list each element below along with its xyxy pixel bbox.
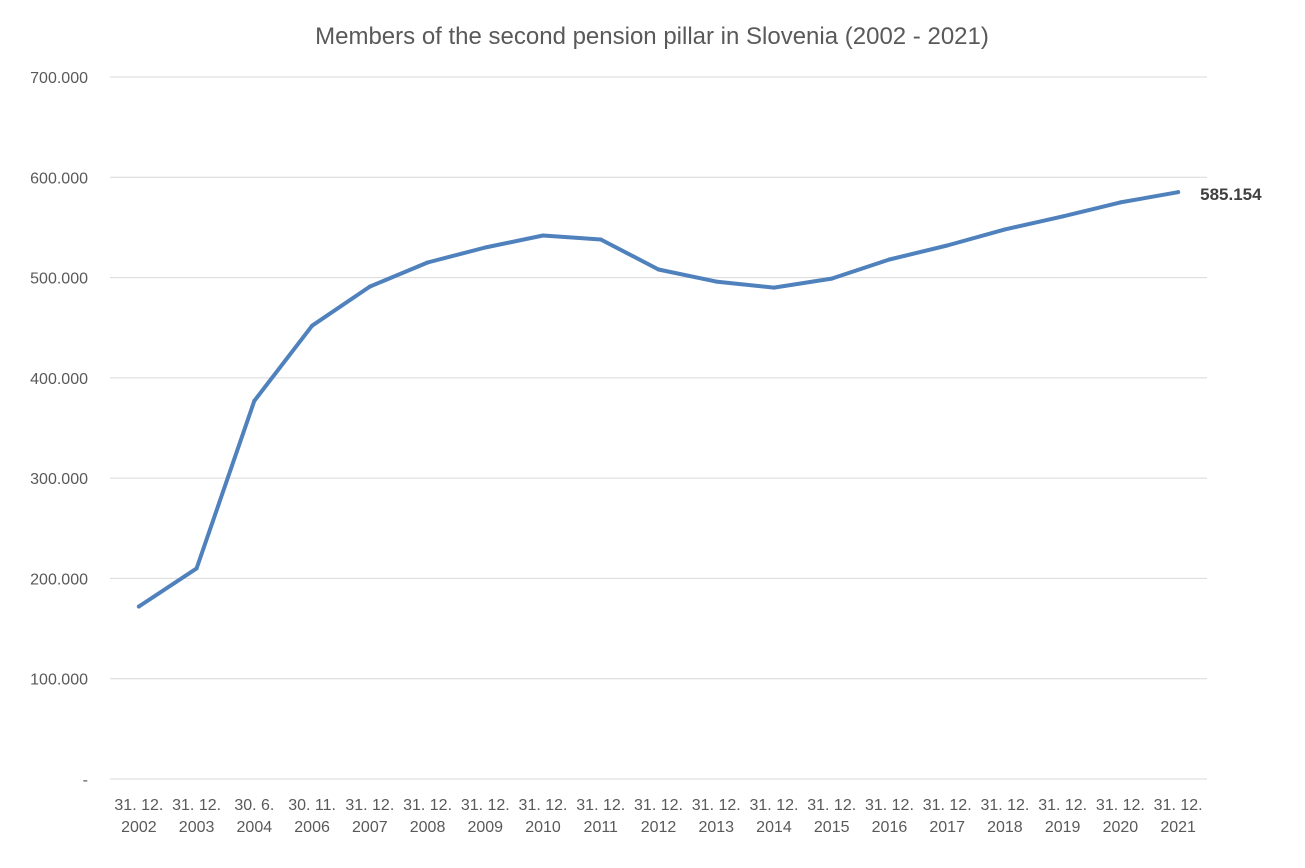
y-tick-label: 700.000 (30, 70, 88, 87)
data-point (1176, 190, 1181, 195)
x-tick-label-line: 2010 (525, 819, 561, 836)
y-tick-label: 300.000 (30, 471, 88, 488)
y-tick-label: 400.000 (30, 371, 88, 388)
data-point (771, 285, 776, 290)
x-tick-label-line: 31. 12. (807, 797, 856, 814)
x-tick-label-line: 2002 (121, 819, 157, 836)
data-point (425, 260, 430, 265)
data-point (136, 604, 141, 609)
chart-title: Members of the second pension pillar in … (315, 23, 989, 50)
x-tick-label: 31. 12. 2009 (461, 797, 510, 836)
x-tick-label: 31. 12. 2007 (345, 797, 394, 836)
x-tick-label: 31. 12. 2010 (519, 797, 568, 836)
x-tick-label: 31. 12. 2013 (692, 797, 741, 836)
x-tick-label-line: 2017 (929, 819, 965, 836)
x-tick-label-line: 2014 (756, 819, 792, 836)
data-point (483, 245, 488, 250)
data-point (1060, 214, 1065, 219)
data-labels: 585.154 (1200, 185, 1262, 204)
x-tick-label: 31. 12. 2015 (807, 797, 856, 836)
series-line (136, 190, 1181, 609)
x-tick-label-line: 31. 12. (923, 797, 972, 814)
x-tick-label: 31. 12. 2012 (634, 797, 683, 836)
y-tick-label: 600.000 (30, 170, 88, 187)
y-tick-label: 200.000 (30, 571, 88, 588)
data-point (1002, 227, 1007, 232)
x-tick-label-line: 2016 (872, 819, 908, 836)
x-tick-label: 31. 12. 2017 (923, 797, 972, 836)
series-layer (136, 190, 1181, 609)
x-tick-label: 30. 6. 2004 (234, 797, 274, 836)
x-tick-label-line: 2009 (467, 819, 503, 836)
x-tick-label: 30. 11. 2006 (288, 797, 336, 836)
x-tick-label: 31. 12. 2003 (172, 797, 221, 836)
x-tick-label-line: 31. 12. (345, 797, 394, 814)
x-tick-label-line: 31. 12. (519, 797, 568, 814)
x-tick-label: 31. 12. 2002 (114, 797, 163, 836)
x-tick-label-line: 2012 (641, 819, 677, 836)
x-tick-label-line: 31. 12. (865, 797, 914, 814)
x-tick-label: 31. 12. 2018 (980, 797, 1029, 836)
data-point (367, 284, 372, 289)
x-tick-label-line: 31. 12. (576, 797, 625, 814)
x-tick-label-line: 31. 12. (634, 797, 683, 814)
data-label: 585.154 (1200, 185, 1262, 204)
y-axis-tick-labels: - 100.000 200.000 300.000 400.000 500.000 600.… (30, 70, 88, 789)
x-tick-label-line: 2013 (698, 819, 734, 836)
x-tick-label-line: 31. 12. (403, 797, 452, 814)
x-tick-label-line: 31. 12. (114, 797, 163, 814)
x-tick-label-line: 2015 (814, 819, 850, 836)
x-tick-label: 31. 12. 2019 (1038, 797, 1087, 836)
x-tick-label-line: 2003 (179, 819, 215, 836)
x-tick-label: 31. 12. 2016 (865, 797, 914, 836)
data-point (598, 237, 603, 242)
x-axis-tick-labels: 31. 12. 2002 31. 12. 2003 30. 6. 2004 30. 11. 2… (114, 797, 1202, 836)
x-tick-label-line: 31. 12. (692, 797, 741, 814)
data-point (310, 323, 315, 328)
x-tick-label-line: 31. 12. (1038, 797, 1087, 814)
x-tick-label: 31. 12. 2020 (1096, 797, 1145, 836)
data-point (194, 566, 199, 571)
gridlines (110, 76, 1207, 780)
x-tick-label: 31. 12. 2014 (750, 797, 799, 836)
x-tick-label-line: 31. 12. (1096, 797, 1145, 814)
x-tick-label-line: 31. 12. (980, 797, 1029, 814)
data-point (541, 233, 546, 238)
x-tick-label-line: 31. 12. (461, 797, 510, 814)
x-tick-label-line: 2019 (1045, 819, 1081, 836)
x-tick-label-line: 2006 (294, 819, 330, 836)
x-tick-label-line: 31. 12. (172, 797, 221, 814)
data-point (1118, 200, 1123, 205)
x-tick-label-line: 31. 12. (750, 797, 799, 814)
x-tick-label-line: 30. 11. (288, 797, 336, 814)
x-tick-label-line: 2021 (1160, 819, 1196, 836)
data-point (252, 398, 257, 403)
data-point (887, 257, 892, 262)
x-tick-label-line: 2004 (237, 819, 273, 836)
x-tick-label: 31. 12. 2021 (1154, 797, 1203, 836)
data-point (656, 267, 661, 272)
x-tick-label-line: 2020 (1103, 819, 1139, 836)
x-tick-label: 31. 12. 2011 (576, 797, 625, 836)
y-tick-label: 500.000 (30, 271, 88, 288)
x-tick-label-line: 2008 (410, 819, 446, 836)
x-tick-label-line: 31. 12. (1154, 797, 1203, 814)
y-tick-label: 100.000 (30, 672, 88, 689)
y-tick-label: - (83, 772, 88, 789)
x-tick-label-line: 30. 6. (234, 797, 274, 814)
x-tick-label-line: 2007 (352, 819, 388, 836)
data-point (829, 276, 834, 281)
x-tick-label: 31. 12. 2008 (403, 797, 452, 836)
data-point (945, 243, 950, 248)
x-tick-label-line: 2011 (584, 819, 619, 836)
data-point (714, 279, 719, 284)
x-tick-label-line: 2018 (987, 819, 1023, 836)
